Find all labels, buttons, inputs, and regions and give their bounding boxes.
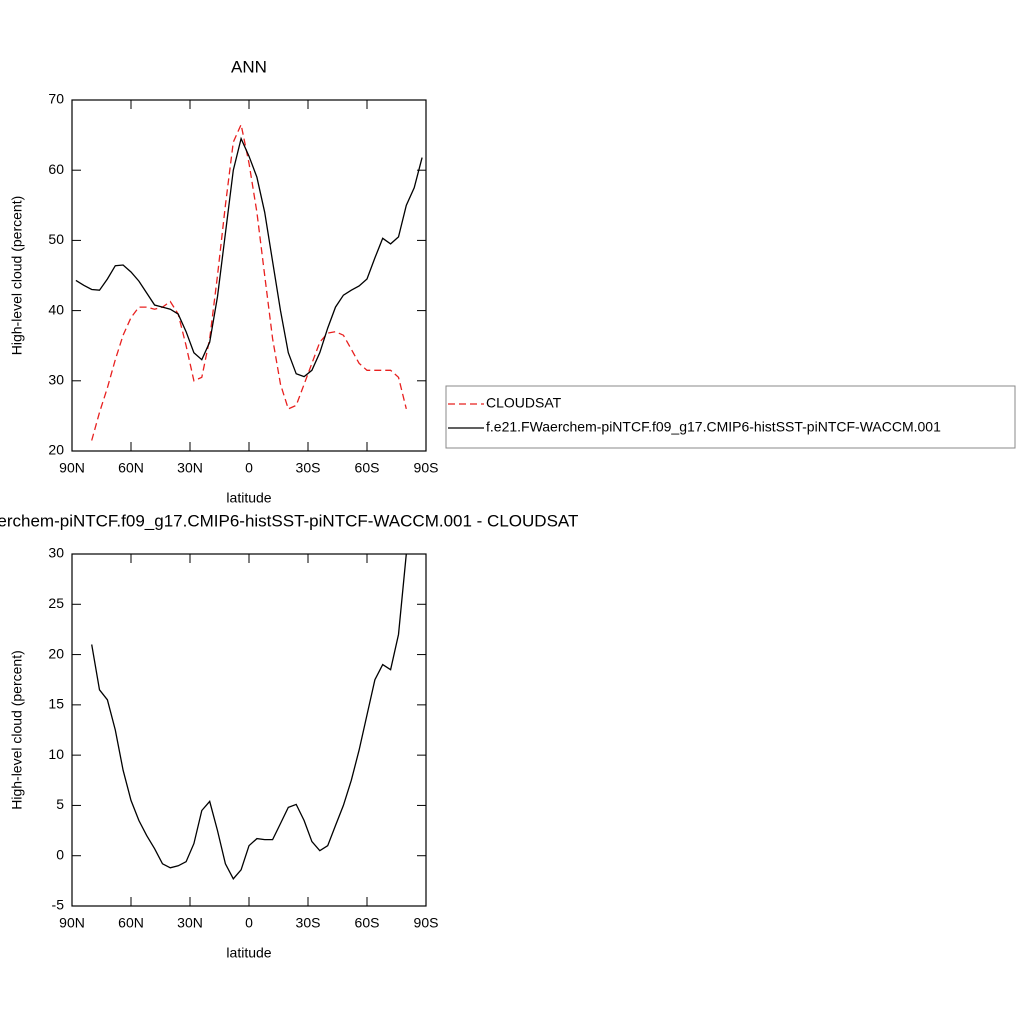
y-tick-label: 0 xyxy=(56,846,64,862)
x-axis-label: latitude xyxy=(226,490,271,506)
y-tick-label: 30 xyxy=(48,545,64,561)
x-tick-label: 60N xyxy=(118,915,144,931)
legend-box xyxy=(445,385,1016,449)
x-tick-label: 30N xyxy=(177,915,203,931)
x-tick-label: 60S xyxy=(355,915,380,931)
plot-frame xyxy=(71,553,427,907)
y-tick-label: 5 xyxy=(56,796,64,812)
legend-label: f.e21.FWaerchem-piNTCF.f09_g17.CMIP6-his… xyxy=(486,419,941,435)
x-tick-label: 0 xyxy=(245,915,253,931)
x-tick-label: 30S xyxy=(296,915,321,931)
y-axis-label: High-level cloud (percent) xyxy=(9,650,25,810)
legend-label: CLOUDSAT xyxy=(486,395,562,411)
y-tick-label: 70 xyxy=(48,91,64,107)
y-tick-label: 15 xyxy=(48,696,64,712)
y-tick-label: 50 xyxy=(48,231,64,247)
x-tick-label: 90S xyxy=(414,915,439,931)
chart-title: f.e21.FWaerchem-piNTCF.f09_g17.CMIP6-his… xyxy=(0,511,578,530)
y-axis-label: High-level cloud (percent) xyxy=(9,196,25,356)
x-axis-label: latitude xyxy=(226,945,271,961)
y-tick-label: 40 xyxy=(48,301,64,317)
x-tick-label: 90N xyxy=(59,460,85,476)
x-tick-label: 0 xyxy=(245,460,253,476)
data-line xyxy=(91,553,407,880)
y-tick-label: 30 xyxy=(48,372,64,388)
x-tick-label: 30N xyxy=(177,460,203,476)
chart-title: ANN xyxy=(231,57,267,76)
data-line xyxy=(91,122,407,441)
x-tick-label: 30S xyxy=(296,460,321,476)
y-tick-label: -5 xyxy=(52,897,65,913)
data-line xyxy=(75,136,423,378)
x-tick-label: 90N xyxy=(59,915,85,931)
y-tick-label: 20 xyxy=(48,442,64,458)
y-tick-label: 10 xyxy=(48,746,64,762)
y-tick-label: 25 xyxy=(48,595,64,611)
plot-frame xyxy=(71,99,427,452)
x-tick-label: 90S xyxy=(414,460,439,476)
y-tick-label: 60 xyxy=(48,161,64,177)
x-tick-label: 60N xyxy=(118,460,144,476)
y-tick-label: 20 xyxy=(48,645,64,661)
x-tick-label: 60S xyxy=(355,460,380,476)
